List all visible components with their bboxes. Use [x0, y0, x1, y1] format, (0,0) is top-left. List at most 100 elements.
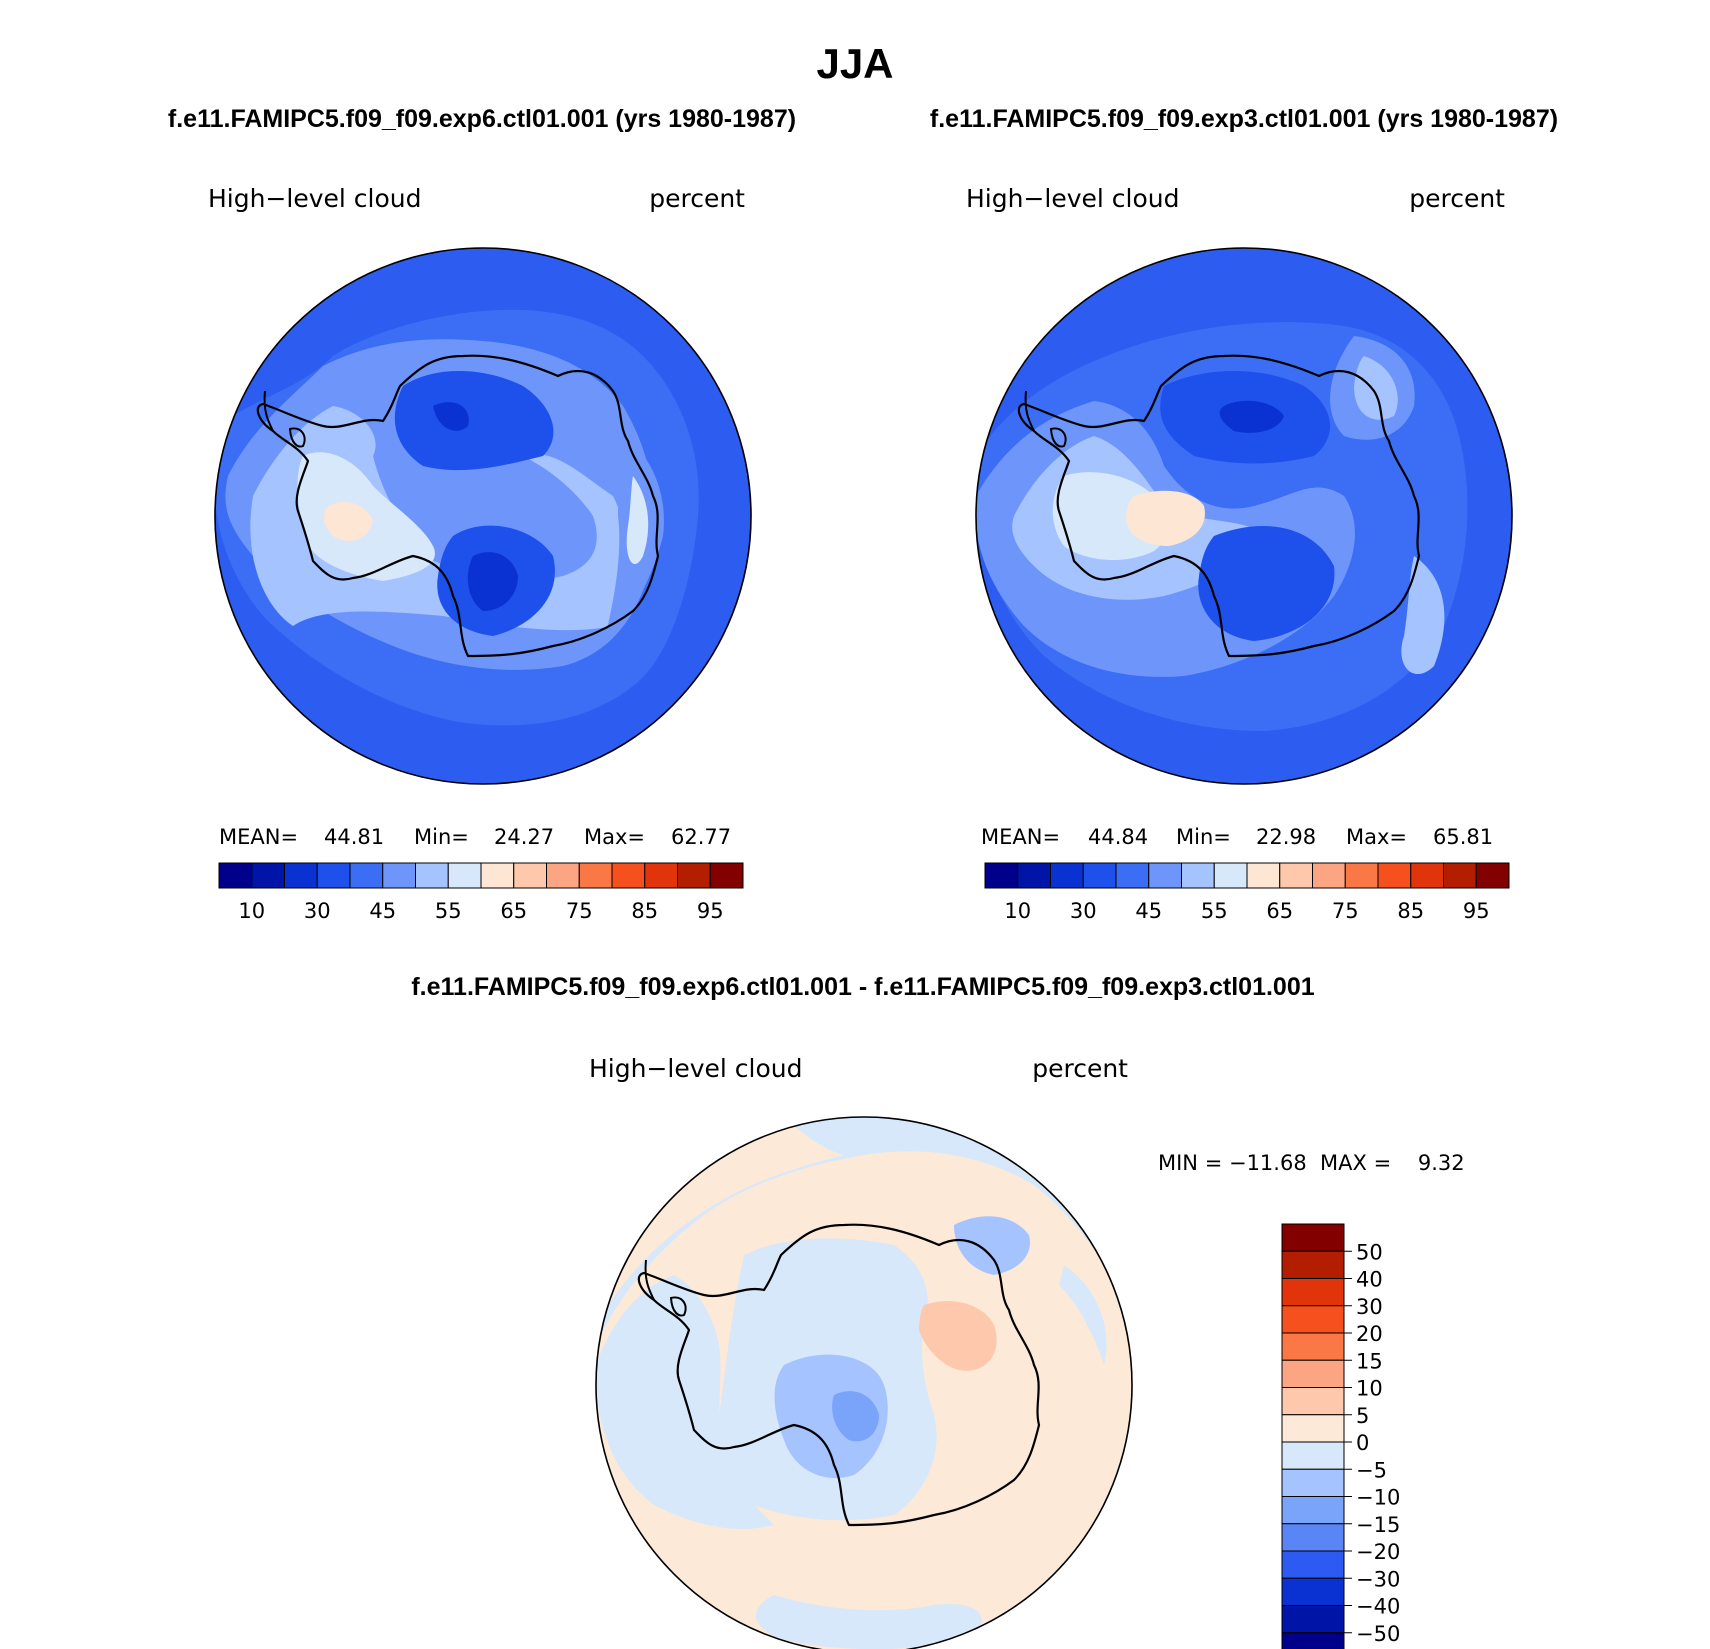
panel-b-colorbar-swatch [1181, 862, 1215, 889]
panel-b-map [975, 247, 1513, 785]
panel-a-units-label: percent [649, 184, 745, 213]
panel-b-colorbar-tick-label: 85 [1397, 899, 1424, 923]
panel-a-colorbar-tick-label: 85 [631, 899, 658, 923]
panel-b-colorbar-swatch [984, 862, 1019, 889]
panel-b-mean-label: MEAN= [981, 825, 1060, 849]
difference-colorbar-swatch [1281, 1550, 1345, 1579]
panel-b-colorbar-swatch [1443, 862, 1477, 889]
panel-a-colorbar-swatch [316, 862, 351, 889]
panel-b-colorbar-swatch [1148, 862, 1182, 889]
panel-b-colorbar-tick-label: 30 [1070, 899, 1097, 923]
panel-a-colorbar: 10 30 45 55 65 75 85 95 [218, 862, 744, 923]
difference-colorbar-swatch [1281, 1305, 1345, 1334]
panel-a-colorbar-swatch [447, 862, 482, 889]
panel-b-max-label: Max= [1346, 825, 1407, 849]
panel-b-colorbar-tick-label: 65 [1266, 899, 1293, 923]
panel-a-min-value: 24.27 [494, 825, 554, 849]
difference-colorbar-tick-label: −30 [1356, 1567, 1400, 1591]
panel-a-variable-label: High−level cloud [208, 184, 422, 213]
difference-colorbar-swatch [1281, 1441, 1345, 1470]
panel-b-colorbar-swatch [1213, 862, 1248, 889]
difference-colorbar-tick-label: −40 [1356, 1595, 1400, 1619]
panel-a-colorbar-swatch [644, 862, 678, 889]
panel-a-colorbar-swatch [546, 862, 580, 889]
difference-colorbar-swatch [1281, 1605, 1345, 1634]
panel-a-colorbar-swatch [251, 862, 285, 889]
panel-b-colorbar-swatch [1082, 862, 1117, 889]
panel-a-colorbar-swatch [284, 862, 318, 889]
difference-colorbar-swatch [1281, 1250, 1345, 1279]
panel-a-max-value: 62.77 [671, 825, 731, 849]
panel-a-colorbar-tick-label: 95 [697, 899, 724, 923]
panel-a-colorbar-swatch [349, 862, 384, 889]
panel-b-colorbar-tick-label: 45 [1135, 899, 1162, 923]
panel-b-colorbar-tick-label: 10 [1004, 899, 1031, 923]
panel-b-colorbar-swatch [1050, 862, 1084, 889]
difference-colorbar-tick-label: 10 [1356, 1377, 1383, 1401]
panel-b-colorbar-tick-label: 95 [1463, 899, 1490, 923]
difference-colorbar-tick-label: 50 [1356, 1240, 1383, 1264]
panel-b-colorbar: 10 30 45 55 65 75 85 95 [984, 862, 1510, 923]
difference-colorbar-tick-label: 20 [1356, 1322, 1383, 1346]
panel-a-colorbar-swatch [513, 862, 547, 889]
difference-colorbar-swatch [1281, 1359, 1345, 1388]
difference-colorbar-swatch [1281, 1387, 1345, 1416]
panel-a-colorbar-tick-label: 65 [500, 899, 527, 923]
difference-colorbar-swatch [1281, 1468, 1345, 1497]
difference-colorbar-swatch [1281, 1278, 1345, 1307]
panel-b-min-label: Min= [1176, 825, 1231, 849]
panel-a-colorbar-tick-label: 75 [566, 899, 593, 923]
difference-colorbar-tick-label: −15 [1356, 1513, 1400, 1537]
panel-a-colorbar-tick-label: 55 [435, 899, 462, 923]
panel-a-colorbar-swatch [415, 862, 449, 889]
difference-colorbar-swatch [1281, 1223, 1345, 1252]
difference-colorbar-tick-label: 30 [1356, 1295, 1383, 1319]
panel-b-stats: MEAN= 44.84 Min= 22.98 Max= 65.81 [981, 825, 1493, 849]
panel-a-colorbar-swatch [677, 862, 711, 889]
panel-b-units-label: percent [1409, 184, 1505, 213]
panel-a-stats: MEAN= 44.81 Min= 24.27 Max= 62.77 [219, 825, 731, 849]
difference-colorbar-tick-label: −20 [1356, 1540, 1400, 1564]
difference-colorbar-swatch [1281, 1332, 1345, 1361]
panel-a-min-label: Min= [414, 825, 469, 849]
panel-a-colorbar-tick-label: 45 [369, 899, 396, 923]
difference-colorbar-tick-label: 40 [1356, 1268, 1383, 1292]
panel-a-mean-label: MEAN= [219, 825, 298, 849]
difference-variable-label: High−level cloud [589, 1054, 803, 1083]
panel-b-colorbar-swatch [1410, 862, 1444, 889]
panel-b-colorbar-swatch [1475, 862, 1510, 889]
difference-stats: MIN = −11.68 MAX = 9.32 [1158, 1151, 1465, 1175]
difference-map [595, 1116, 1133, 1649]
panel-a-mean-value: 44.81 [324, 825, 384, 849]
difference-colorbar-tick-label: 5 [1356, 1404, 1369, 1428]
difference-units-label: percent [1032, 1054, 1128, 1083]
difference-title: f.e11.FAMIPC5.f09_f09.exp6.ctl01.001 - f… [411, 973, 1314, 1001]
panel-b-case-title: f.e11.FAMIPC5.f09_f09.exp3.ctl01.001 (yr… [930, 105, 1558, 133]
panel-a-colorbar-swatch [611, 862, 646, 889]
panel-a-map [214, 247, 752, 785]
panel-a-colorbar-swatch [382, 862, 416, 889]
difference-colorbar-tick-label: −10 [1356, 1486, 1400, 1510]
panel-a-colorbar-swatch [709, 862, 744, 889]
panel-a-colorbar-tick-label: 30 [304, 899, 331, 923]
panel-b-colorbar-swatch [1017, 862, 1051, 889]
panel-b-colorbar-swatch [1115, 862, 1150, 889]
panel-a-colorbar-swatch [578, 862, 613, 889]
panel-b-colorbar-swatch [1279, 862, 1313, 889]
panel-a-colorbar-tick-label: 10 [238, 899, 265, 923]
panel-a-max-label: Max= [584, 825, 645, 849]
panel-b-colorbar-tick-label: 55 [1201, 899, 1228, 923]
difference-colorbar-tick-label: −5 [1356, 1458, 1387, 1482]
panel-a-case-title: f.e11.FAMIPC5.f09_f09.exp6.ctl01.001 (yr… [168, 105, 796, 133]
panel-b-colorbar-swatch [1312, 862, 1346, 889]
panel-a-colorbar-swatch [480, 862, 515, 889]
panel-a-colorbar-swatch [218, 862, 253, 889]
panel-b-colorbar-swatch [1246, 862, 1281, 889]
difference-colorbar-swatch [1281, 1523, 1345, 1552]
difference-colorbar-swatch [1281, 1496, 1345, 1525]
panel-b-colorbar-swatch [1344, 862, 1379, 889]
panel-b-min-value: 22.98 [1256, 825, 1316, 849]
difference-colorbar-tick-label: 15 [1356, 1349, 1383, 1373]
main-title: JJA [816, 40, 893, 87]
